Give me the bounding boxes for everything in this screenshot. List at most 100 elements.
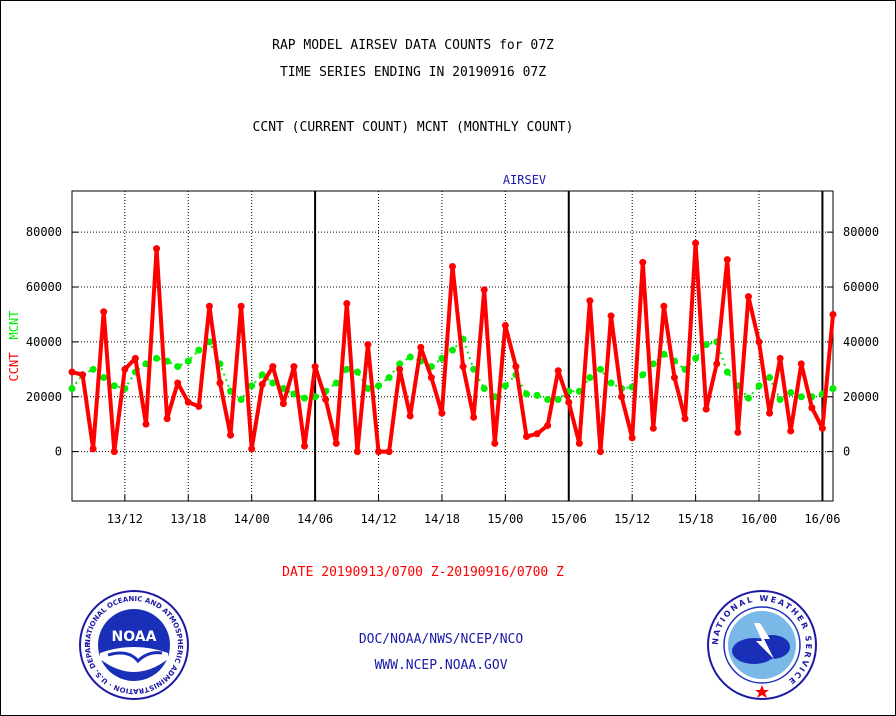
ccnt-point bbox=[639, 258, 647, 266]
mcnt-point bbox=[533, 391, 541, 399]
y-tick-label-left: 20000 bbox=[26, 390, 62, 404]
x-tick-label: 15/18 bbox=[678, 512, 714, 526]
ccnt-point bbox=[269, 363, 277, 371]
mcnt-point bbox=[723, 368, 731, 376]
ccnt-point bbox=[586, 297, 594, 305]
ccnt-point bbox=[681, 415, 689, 423]
ccnt-point bbox=[744, 293, 752, 301]
mcnt-point bbox=[184, 357, 192, 365]
ccnt-point bbox=[491, 439, 499, 447]
mcnt-point bbox=[406, 353, 414, 361]
x-tick-label: 16/06 bbox=[804, 512, 840, 526]
mcnt-point bbox=[744, 394, 752, 402]
ccnt-point bbox=[787, 427, 795, 435]
y-tick-label-left: 0 bbox=[55, 445, 62, 459]
ccnt-point bbox=[248, 445, 256, 453]
ccnt-point bbox=[692, 239, 700, 247]
ccnt-point bbox=[375, 448, 383, 456]
ccnt-point bbox=[649, 424, 657, 432]
ccnt-point bbox=[184, 398, 192, 406]
chart-series-title: AIRSEV bbox=[503, 173, 546, 187]
ccnt-point bbox=[829, 310, 837, 318]
y-tick-label-right: 0 bbox=[843, 445, 850, 459]
mcnt-point bbox=[554, 395, 562, 403]
x-tick-label: 16/00 bbox=[741, 512, 777, 526]
mcnt-point bbox=[596, 365, 604, 373]
ccnt-point bbox=[343, 299, 351, 307]
mcnt-point bbox=[787, 389, 795, 397]
ccnt-point bbox=[227, 431, 235, 439]
footer-org: DOC/NOAA/NWS/NCEP/NCO bbox=[358, 632, 524, 647]
ccnt-point bbox=[406, 412, 414, 420]
ccnt-point bbox=[533, 430, 541, 438]
ccnt-point bbox=[89, 445, 97, 453]
ccnt-point bbox=[596, 448, 604, 456]
mcnt-point bbox=[776, 395, 784, 403]
mcnt-point bbox=[332, 379, 340, 387]
footer-url[interactable]: WWW.NCEP.NOAA.GOV bbox=[374, 658, 508, 673]
ccnt-point bbox=[554, 367, 562, 375]
ccnt-point bbox=[575, 439, 583, 447]
ccnt-point bbox=[290, 363, 298, 371]
mcnt-point bbox=[248, 382, 256, 390]
ccnt-point bbox=[660, 302, 668, 310]
ccnt-point bbox=[734, 428, 742, 436]
ccnt-point bbox=[237, 302, 245, 310]
y-tick-label-right: 20000 bbox=[843, 390, 879, 404]
ccnt-point bbox=[565, 398, 573, 406]
ccnt-point bbox=[385, 448, 393, 456]
mcnt-point bbox=[660, 350, 668, 358]
mcnt-point bbox=[829, 385, 837, 393]
ccnt-point bbox=[195, 402, 203, 410]
x-tick-label: 15/06 bbox=[551, 512, 587, 526]
mcnt-point bbox=[343, 365, 351, 373]
mcnt-point bbox=[396, 360, 404, 368]
ccnt-point bbox=[279, 400, 287, 408]
x-tick-label: 15/00 bbox=[487, 512, 523, 526]
mcnt-point bbox=[89, 365, 97, 373]
ccnt-point bbox=[766, 409, 774, 417]
mcnt-point bbox=[375, 382, 383, 390]
ccnt-point bbox=[68, 368, 76, 376]
mcnt-point bbox=[311, 393, 319, 401]
chart-title-line1: RAP MODEL AIRSEV DATA COUNTS for 07Z bbox=[272, 38, 554, 53]
nws-logo: NATIONAL WEATHER SERVICE bbox=[707, 590, 817, 700]
ccnt-point bbox=[501, 321, 509, 329]
mcnt-point bbox=[692, 354, 700, 362]
y-tick-label-left: 60000 bbox=[26, 280, 62, 294]
ccnt-point bbox=[702, 405, 710, 413]
mcnt-point bbox=[649, 360, 657, 368]
mcnt-point bbox=[755, 382, 763, 390]
ccnt-point bbox=[797, 360, 805, 368]
ccnt-point bbox=[163, 415, 171, 423]
ccnt-point bbox=[522, 433, 530, 441]
y-tick-label-right: 60000 bbox=[843, 280, 879, 294]
mcnt-point bbox=[586, 374, 594, 382]
ccnt-point bbox=[332, 439, 340, 447]
mcnt-point bbox=[470, 365, 478, 373]
mcnt-point bbox=[110, 382, 118, 390]
ccnt-point bbox=[755, 338, 763, 346]
ccnt-point bbox=[79, 371, 87, 379]
ccnt-point bbox=[353, 448, 361, 456]
y-tick-label-right: 40000 bbox=[843, 335, 879, 349]
mcnt-point bbox=[237, 395, 245, 403]
ccnt-point bbox=[544, 422, 552, 430]
ccnt-point bbox=[512, 363, 520, 371]
ccnt-point bbox=[427, 374, 435, 382]
x-tick-label: 14/12 bbox=[360, 512, 396, 526]
x-tick-label: 14/06 bbox=[297, 512, 333, 526]
mcnt-point bbox=[68, 385, 76, 393]
mcnt-point bbox=[639, 371, 647, 379]
mcnt-point bbox=[301, 394, 309, 402]
y-axis-label-ccnt: CCNT bbox=[7, 353, 21, 382]
mcnt-point bbox=[797, 393, 805, 401]
ccnt-point bbox=[628, 434, 636, 442]
mcnt-point bbox=[544, 395, 552, 403]
ccnt-point bbox=[459, 363, 467, 371]
mcnt-point bbox=[353, 368, 361, 376]
x-tick-label: 13/18 bbox=[170, 512, 206, 526]
mcnt-point bbox=[438, 354, 446, 362]
mcnt-point bbox=[522, 390, 530, 398]
